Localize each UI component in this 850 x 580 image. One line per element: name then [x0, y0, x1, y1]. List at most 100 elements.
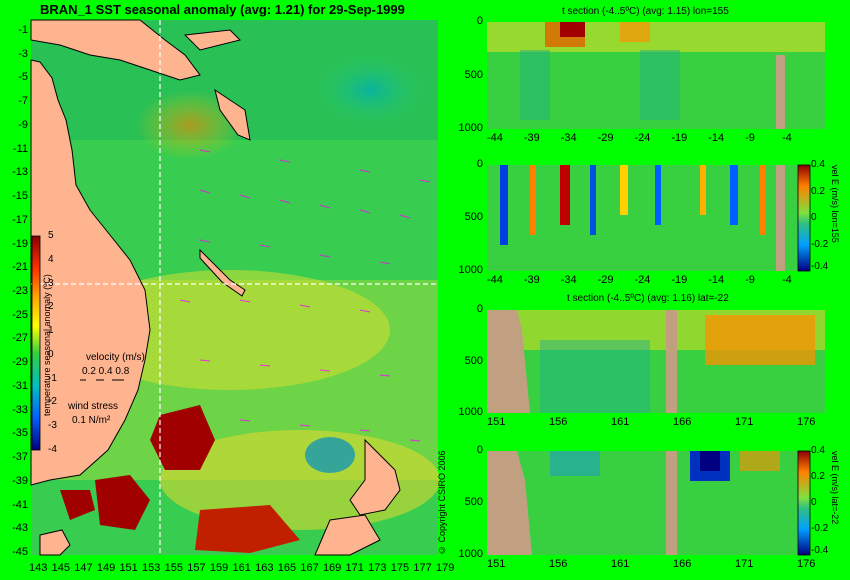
longitude-tick: 151	[119, 562, 138, 574]
latitude-tick: -21	[12, 261, 28, 274]
velocity-legend-values: 0.2 0.4 0.8	[82, 366, 130, 377]
longitude-tick: 161	[232, 562, 251, 574]
panel-4-colorbar-tick: 0	[811, 497, 817, 508]
panel-2-y-tick: 500	[464, 211, 483, 223]
panel-1-x-tick: -14	[708, 132, 725, 144]
longitude-tick: 157	[187, 562, 206, 574]
panel-2-colorbar-tick: -0.2	[811, 238, 829, 250]
latitude-tick: -39	[12, 474, 28, 487]
wind-legend-value: 0.1 N/m²	[72, 415, 111, 426]
longitude-tick: 153	[142, 562, 161, 574]
panel-2-x-tick: -19	[671, 274, 688, 286]
copyright-text: © Copyright CSIRO 2006	[437, 450, 447, 555]
panel-1-title: t section (-4..5ºC) (avg: 1.15) lon=155	[562, 6, 729, 17]
panel-1-y-tick: 0	[476, 15, 483, 27]
panel-1-x-tick: -4	[782, 132, 792, 144]
panel-2-side-label: vel E (m/s) lon=155	[830, 165, 840, 243]
panel-3-y-tick: 0	[476, 303, 483, 315]
latitude-tick: -31	[12, 379, 28, 392]
latitude-tick: -1	[18, 24, 28, 36]
panel-2-colorbar-tick: 0.4	[811, 159, 825, 170]
panel-4-colorbar-tick: -0.2	[811, 523, 829, 534]
latitude-tick: -35	[12, 427, 28, 440]
panel-1-x-tick: -29	[597, 132, 614, 144]
section-panel-4	[487, 450, 811, 556]
latitude-tick: -19	[12, 237, 28, 250]
longitude-tick: 145	[51, 562, 70, 574]
longitude-tick: 155	[164, 562, 184, 574]
panel-2-x-tick: -14	[708, 274, 725, 286]
colorbar-tick: 1	[48, 325, 54, 337]
latitude-tick: -27	[12, 332, 28, 345]
colorbar-tick: 5	[48, 230, 54, 241]
panel-1-y-tick: 1000	[458, 122, 483, 134]
panel-3-x-tick: 161	[611, 416, 630, 428]
panel-3-x-tick: 171	[735, 416, 754, 428]
panel-4-x-tick: 166	[673, 558, 692, 570]
panel-2-colorbar-tick: 0.2	[811, 185, 825, 197]
velocity-legend-title: velocity (m/s)	[86, 352, 145, 363]
panel-4-x-tick: 161	[611, 558, 630, 570]
latitude-tick: -11	[12, 142, 28, 155]
panel-3-title: t section (-4..5ºC) (avg: 1.16) lat=-22	[567, 293, 729, 304]
panel-2-x-tick: -34	[560, 274, 577, 286]
latitude-tick: -9	[18, 118, 28, 131]
panel-2-x-tick: -9	[745, 274, 755, 286]
colorbar-label: temperature seasonal anomaly (ºC)	[42, 274, 52, 416]
panel-1-x-tick: -19	[671, 132, 688, 144]
latitude-tick: -25	[12, 308, 28, 321]
panel-2-colorbar-tick: -0.4	[811, 261, 829, 272]
panel-2-x-tick: -4	[782, 274, 792, 286]
longitude-tick: 165	[277, 562, 297, 574]
panel-2-y-tick: 0	[476, 158, 483, 170]
panel-4-colorbar-tick: 0.2	[811, 471, 825, 482]
colorbar-tick: -1	[48, 372, 57, 384]
latitude-tick: -41	[12, 498, 28, 511]
colorbar-tick: 2	[48, 301, 54, 313]
panel-4-colorbar-tick: 0.4	[811, 445, 825, 456]
panel-2-x-tick: -39	[523, 274, 540, 286]
section-panel-1	[487, 22, 825, 129]
longitude-tick: 169	[322, 562, 342, 574]
longitude-tick: 173	[368, 562, 387, 574]
panel-1-x-tick: -44	[487, 132, 503, 144]
panel-2-colorbar-tick: 0	[811, 212, 817, 223]
section-panel-2	[487, 164, 811, 272]
latitude-tick: -29	[12, 356, 28, 369]
panel-2-x-tick: -44	[487, 274, 503, 286]
panel-4-y-tick: 500	[464, 496, 483, 508]
latitude-tick: -43	[12, 522, 28, 535]
latitude-tick: -45	[12, 546, 28, 558]
longitude-tick: 159	[209, 562, 229, 574]
colorbar-tick: -3	[48, 420, 57, 432]
wind-legend-title: wind stress	[68, 401, 119, 412]
longitude-tick: 147	[74, 562, 93, 574]
panel-4-x-tick: 156	[549, 558, 568, 570]
colorbar-tick: -2	[48, 396, 57, 408]
panel-3-y-tick: 500	[464, 354, 483, 367]
latitude-tick: -3	[18, 47, 28, 60]
map-panel	[30, 19, 440, 556]
panel-4-side-label: vel E (m/s) lat=-22	[830, 451, 840, 525]
panel-1-y-tick: 500	[464, 68, 483, 81]
latitude-tick: -33	[12, 403, 28, 416]
panel-4-x-tick: 151	[487, 558, 506, 570]
panel-3-x-tick: 156	[549, 416, 568, 428]
longitude-tick: 171	[345, 562, 364, 574]
latitude-tick: -23	[12, 285, 28, 297]
panel-1-x-tick: -34	[560, 132, 577, 144]
panel-1-x-tick: -24	[634, 132, 651, 144]
panel-4-y-tick: 0	[476, 444, 483, 456]
longitude-tick: 143	[29, 562, 48, 574]
latitude-tick: -17	[12, 213, 28, 226]
panel-4-x-tick: 171	[735, 558, 754, 570]
longitude-tick: 163	[255, 562, 274, 574]
colorbar-tick: 4	[48, 253, 54, 265]
panel-2-x-tick: -24	[634, 274, 651, 286]
latitude-tick: -15	[12, 190, 28, 203]
panel-4-x-tick: 176	[797, 558, 816, 570]
longitude-tick: 167	[300, 562, 319, 574]
colorbar-tick: 3	[48, 277, 54, 289]
colorbar-tick: 0	[48, 348, 54, 360]
